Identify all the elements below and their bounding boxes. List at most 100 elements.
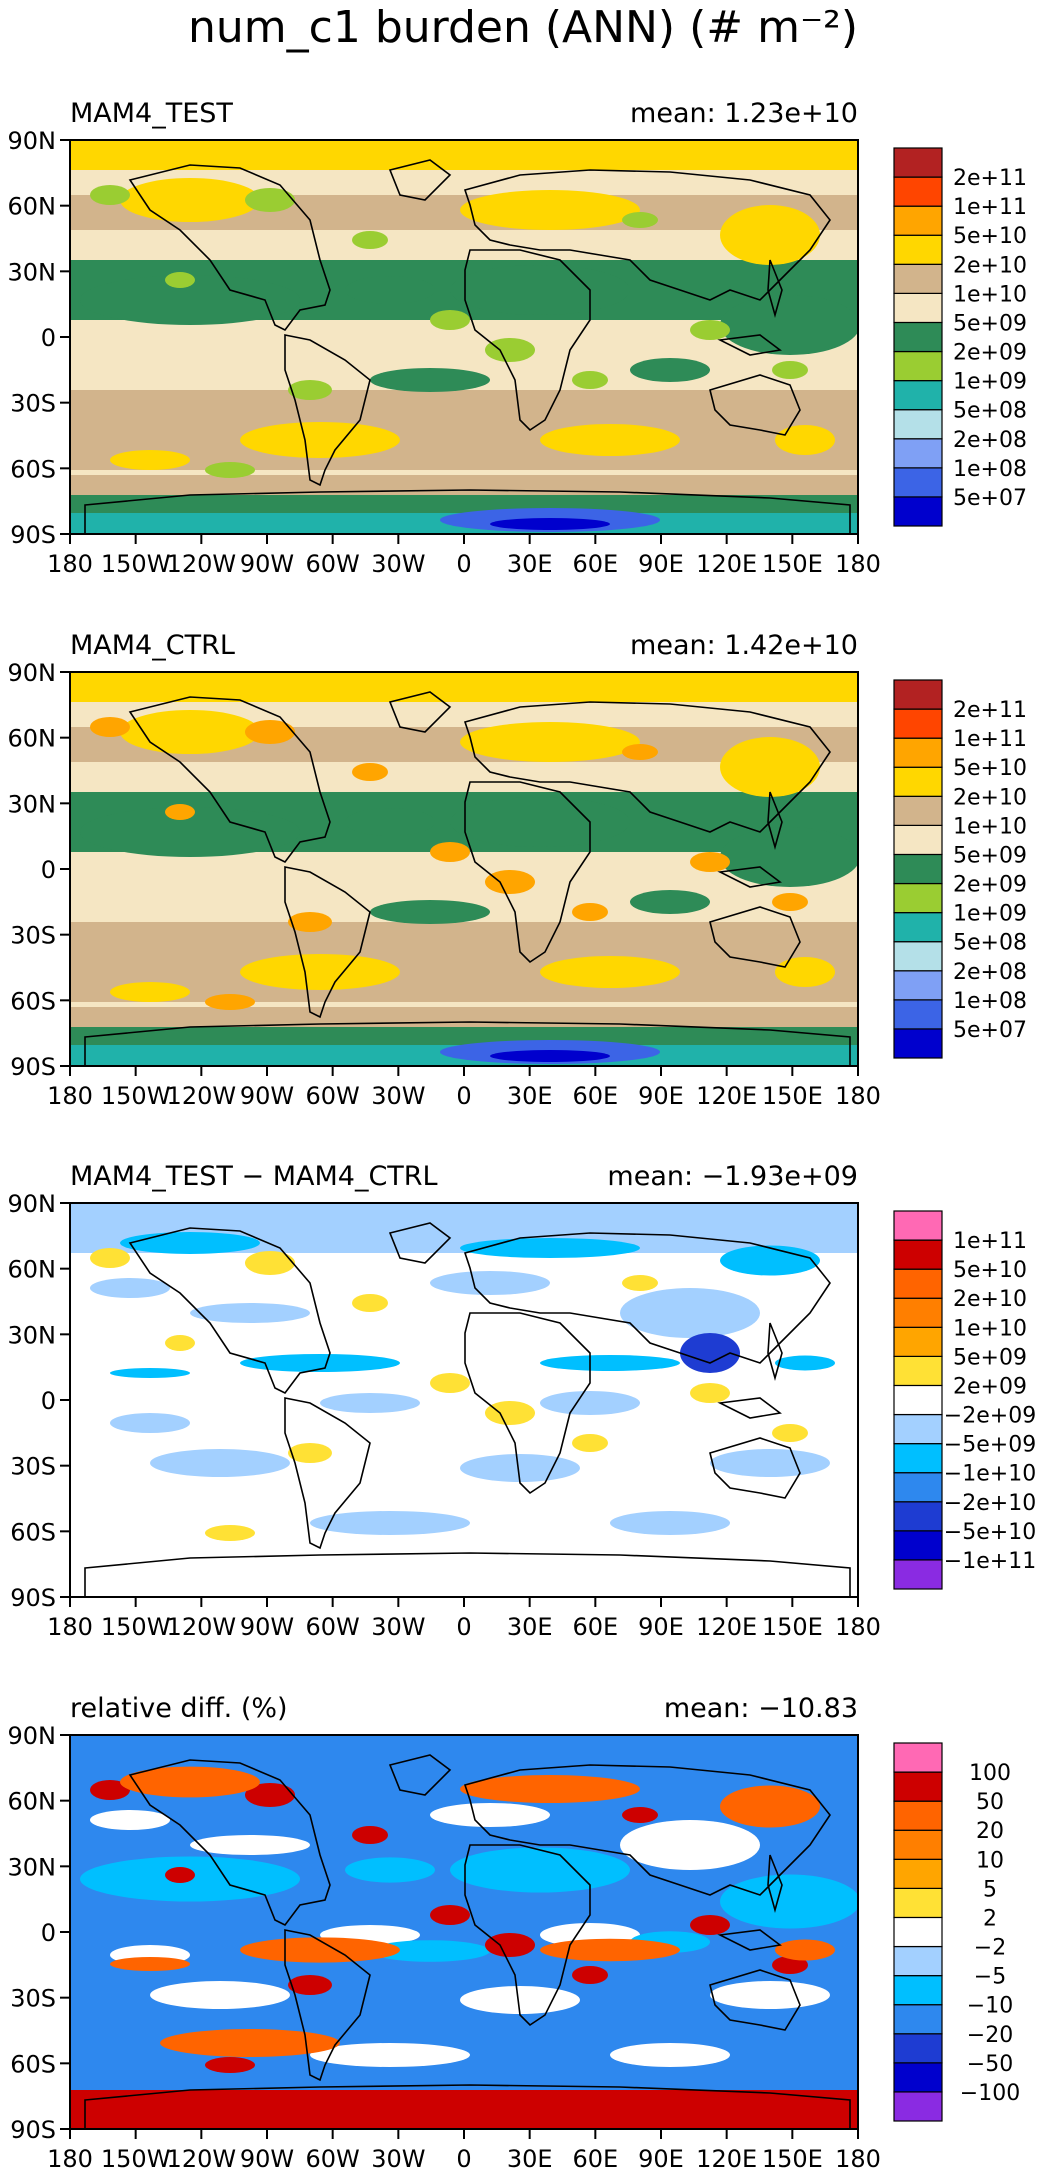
lon-tick-label: 180 — [47, 550, 93, 578]
colorbar-label: −20 — [967, 2023, 1013, 2048]
lat-tick-label: 90S — [10, 521, 56, 549]
lon-tick-label: 60E — [572, 1082, 618, 1110]
colorbar-label: −5e+09 — [944, 1433, 1036, 1458]
colorbar-label: 2e+09 — [953, 1374, 1027, 1399]
panel-mean: mean: −10.83 — [664, 1693, 858, 1724]
colorbar-swatch — [893, 1355, 943, 1387]
colorbar-label: 2e+08 — [953, 428, 1027, 453]
colorbar-swatch — [893, 882, 943, 914]
lat-tick-label: 90N — [8, 1722, 57, 1750]
colorbar-label: 2e+11 — [953, 698, 1027, 723]
colorbar-label: −2e+09 — [944, 1404, 1036, 1429]
lat-tick-label: 0 — [41, 1387, 56, 1415]
colorbar-swatch — [893, 1210, 943, 1241]
colorbar-label: 10 — [976, 1848, 1004, 1873]
colorbar-swatch — [893, 999, 943, 1030]
colorbar-label: 5e+09 — [953, 311, 1027, 336]
lat-tick-label: 0 — [41, 1919, 56, 1947]
lon-tick-label: 30E — [507, 550, 553, 578]
colorbar-label: −2 — [974, 1936, 1006, 1961]
lat-tick-label: 60S — [10, 1518, 56, 1546]
colorbar-swatch — [893, 409, 943, 440]
colorbar-label: 5e+10 — [953, 224, 1027, 249]
lat-tick-label: 30N — [8, 1321, 57, 1349]
colorbar-swatch — [893, 737, 943, 768]
lon-tick-label: 90W — [240, 1082, 294, 1110]
lon-tick-label: 30E — [507, 1613, 553, 1641]
lat-tick-label: 90S — [10, 1053, 56, 1081]
colorbar-swatch — [893, 1326, 943, 1357]
colorbar-swatch — [893, 1916, 943, 1948]
colorbar-label: −100 — [960, 2081, 1020, 2106]
colorbar-swatch — [893, 1559, 943, 1590]
colorbar-swatch — [893, 1239, 943, 1270]
lon-tick-label: 30E — [507, 1082, 553, 1110]
colorbar-swatch — [893, 679, 943, 710]
colorbar-swatch — [893, 321, 943, 353]
colorbar-label: 100 — [969, 1761, 1011, 1786]
colorbar-label: −5 — [974, 1965, 1006, 1990]
colorbar-swatch — [893, 1472, 943, 1503]
lon-tick-label: 150W — [101, 2145, 171, 2173]
lon-tick-label: 0 — [456, 2145, 471, 2173]
panel-mean: mean: 1.42e+10 — [630, 630, 858, 661]
colorbar-label: 1e+10 — [953, 282, 1027, 307]
colorbar-label: 1e+11 — [953, 1229, 1027, 1254]
colorbar: 2e+11 1e+11 5e+10 2e+10 1e+10 5e+09 2e+09 1e+09… — [893, 147, 1027, 527]
lon-tick-label: 180 — [47, 1613, 93, 1641]
panel-label: relative diff. (%) — [70, 1693, 288, 1724]
colorbar-swatch — [893, 1829, 943, 1860]
colorbar-label: −50 — [967, 2052, 1013, 2077]
map-panel: MAM4_CTRL mean: 1.42e+10 90N 60N 30N 0 30S 60S 9… — [8, 630, 1027, 1110]
lat-tick-label: 0 — [41, 856, 56, 884]
lon-tick-label: 30W — [371, 1613, 425, 1641]
colorbar: 1e+11 5e+10 2e+10 1e+10 5e+09 2e+09 −2e+09 −5e+… — [893, 1210, 1036, 1590]
lat-tick-label: 30N — [8, 258, 57, 286]
lon-tick-label: 30W — [371, 550, 425, 578]
lon-tick-label: 90W — [240, 550, 294, 578]
lon-tick-label: 120W — [167, 550, 237, 578]
figure-title: num_c1 burden (ANN) (# m⁻²) — [188, 2, 858, 53]
lat-tick-label: 90N — [8, 1190, 57, 1218]
lat-tick-label: 90N — [8, 659, 57, 687]
colorbar-swatch — [893, 205, 943, 236]
lon-tick-label: 60E — [572, 1613, 618, 1641]
colorbar-label: 2e+09 — [953, 341, 1027, 366]
colorbar-label: 2e+08 — [953, 960, 1027, 985]
lon-tick-label: 180 — [47, 2145, 93, 2173]
colorbar-label: 5e+07 — [953, 486, 1027, 511]
panel-label: MAM4_TEST − MAM4_CTRL — [70, 1161, 438, 1192]
colorbar-swatch — [893, 147, 943, 178]
lat-tick-label: 60N — [8, 725, 57, 753]
colorbar-swatch — [893, 1858, 943, 1889]
lon-tick-label: 60W — [306, 2145, 360, 2173]
map-field — [70, 1735, 858, 2129]
colorbar-swatch — [893, 1945, 943, 1977]
lon-tick-label: 90E — [638, 1082, 684, 1110]
colorbar-swatch — [893, 1771, 943, 1802]
panel-label: MAM4_CTRL — [70, 630, 235, 661]
lon-tick-label: 120E — [696, 550, 757, 578]
colorbar-label: 2e+10 — [953, 1287, 1027, 1312]
colorbar-label: 50 — [976, 1790, 1004, 1815]
colorbar-swatch — [893, 467, 943, 498]
lat-tick-label: 60S — [10, 2050, 56, 2078]
colorbar-swatch — [893, 234, 943, 265]
colorbar-swatch — [893, 1413, 943, 1445]
colorbar-swatch — [893, 1501, 943, 1532]
lat-tick-label: 30S — [10, 1453, 56, 1481]
panel-label: MAM4_TEST — [70, 98, 233, 129]
colorbar: 100 50 20 10 5 2 −2 −5 −10 −20 −50 −100 — [893, 1742, 1020, 2122]
lon-tick-label: 150E — [762, 1613, 823, 1641]
map-field — [70, 672, 858, 1066]
colorbar-swatch — [893, 853, 943, 885]
lon-tick-label: 120W — [167, 2145, 237, 2173]
lon-tick-label: 150E — [762, 1082, 823, 1110]
map-field — [70, 1203, 858, 1597]
colorbar-swatch — [893, 1742, 943, 1773]
colorbar-label: 1e+10 — [953, 814, 1027, 839]
colorbar-swatch — [893, 766, 943, 797]
lon-tick-label: 180 — [835, 1613, 881, 1641]
colorbar-label: 1e+11 — [953, 727, 1027, 752]
